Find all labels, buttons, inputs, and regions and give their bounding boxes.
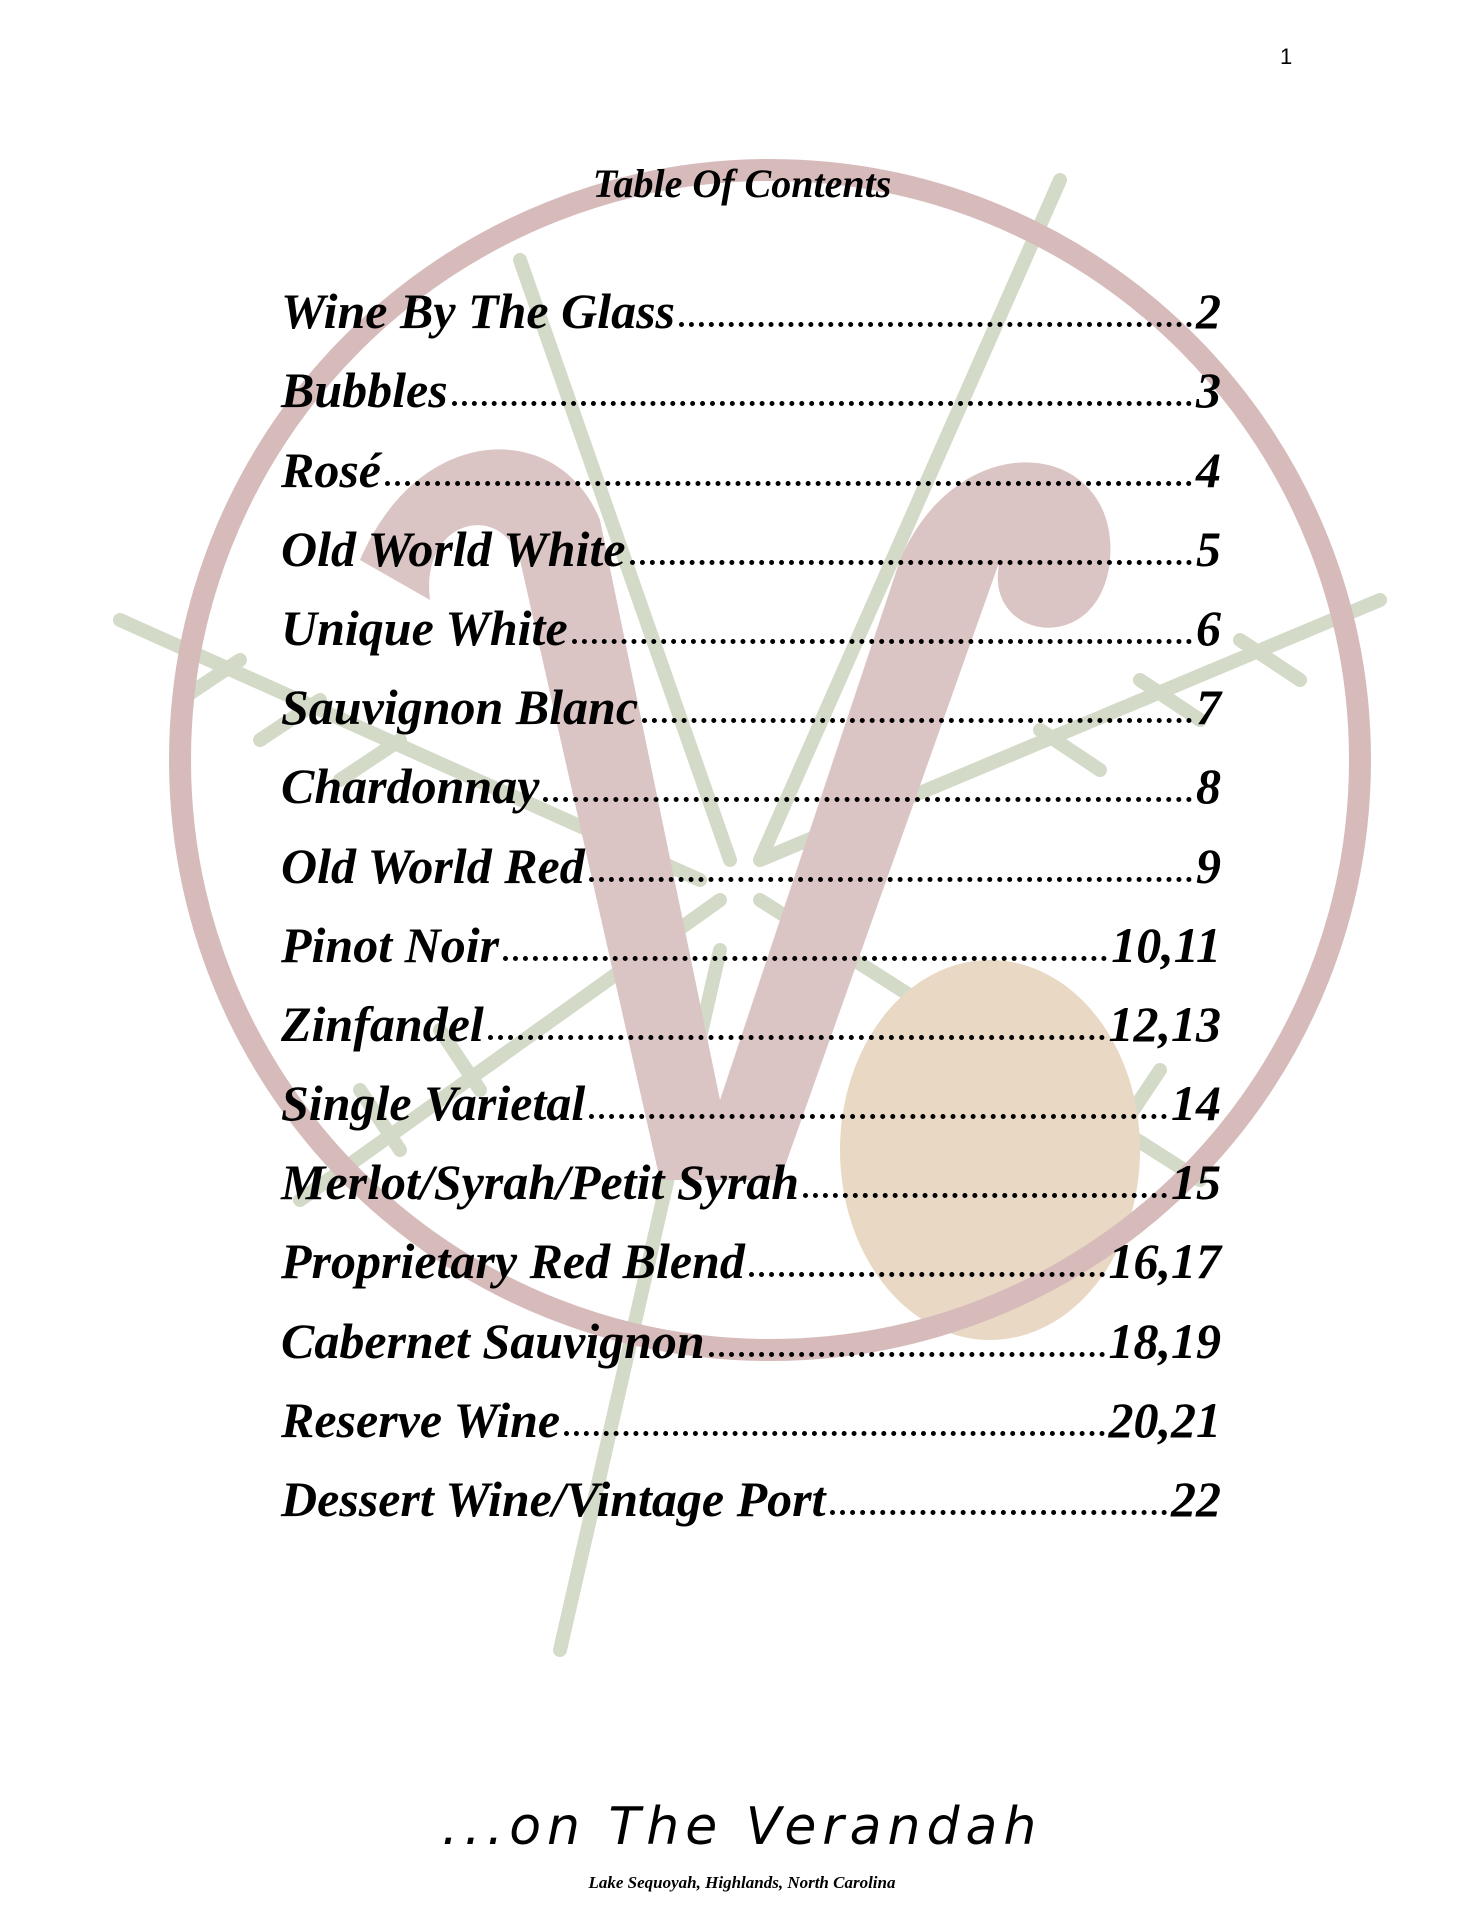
table-of-contents: Wine By The Glass 2 Bubbles 3 Rosé 4 Old World…	[281, 262, 1221, 1529]
toc-entry-page: 22	[1171, 1471, 1221, 1527]
dot-leader	[564, 1430, 1105, 1436]
toc-entry-page: 14	[1171, 1075, 1221, 1132]
toc-entry-label: Cabernet Sauvignon	[281, 1312, 705, 1369]
toc-entry[interactable]: Chardonnay 8	[281, 737, 1221, 816]
toc-entry-label: Pinot Noir	[281, 916, 500, 973]
dot-leader	[543, 797, 1192, 803]
toc-entry-page: 18,19	[1108, 1312, 1222, 1369]
toc-entry[interactable]: Wine By The Glass 2	[281, 262, 1221, 341]
toc-entry-label: Proprietary Red Blend	[281, 1233, 745, 1290]
toc-entry[interactable]: Old World White 5	[281, 500, 1221, 579]
toc-entry[interactable]: Merlot/Syrah/Petit Syrah 15	[281, 1133, 1221, 1212]
toc-entry-label: Zinfandel	[281, 995, 484, 1052]
toc-entry-label: Wine By The Glass	[281, 283, 675, 340]
toc-entry-page: 2	[1196, 283, 1221, 340]
dot-leader	[642, 718, 1192, 724]
toc-entry-page: 16,17	[1108, 1233, 1222, 1290]
toc-entry-page: 5	[1196, 520, 1221, 577]
toc-entry[interactable]: Dessert Wine/Vintage Port 22	[281, 1450, 1221, 1529]
toc-entry-label: Chardonnay	[281, 758, 540, 815]
toc-entry-page: 8	[1196, 758, 1221, 815]
toc-entry[interactable]: Rosé 4	[281, 420, 1221, 499]
toc-entry-label: Merlot/Syrah/Petit Syrah	[281, 1154, 800, 1211]
footer-brand-logo: ...on The Verandah	[441, 1797, 1043, 1857]
footer-location: Lake Sequoyah, Highlands, North Carolina	[588, 1873, 896, 1892]
toc-entry-page: 4	[1196, 441, 1221, 498]
toc-entry-label: Sauvignon Blanc	[281, 679, 639, 736]
toc-entry-page: 15	[1171, 1154, 1221, 1211]
toc-entry-label: Bubbles	[281, 362, 448, 419]
toc-entry[interactable]: Pinot Noir 10,11	[281, 896, 1221, 975]
toc-entry[interactable]: Sauvignon Blanc 7	[281, 658, 1221, 737]
toc-entry[interactable]: Unique White 6	[281, 579, 1221, 658]
toc-entry-page: 10,11	[1111, 916, 1221, 973]
toc-entry-label: Reserve Wine	[281, 1391, 561, 1448]
toc-entry-page: 7	[1196, 679, 1221, 736]
toc-entry[interactable]: Single Varietal 14	[281, 1054, 1221, 1133]
dot-leader	[451, 401, 1192, 407]
page-title: Table Of Contents	[592, 161, 892, 206]
toc-entry-label: Dessert Wine/Vintage Port	[281, 1471, 826, 1527]
dot-leader	[708, 1351, 1105, 1357]
toc-entry-page: 3	[1196, 362, 1221, 419]
dot-leader	[589, 1114, 1167, 1120]
page-number: 1	[1280, 44, 1293, 69]
toc-entry[interactable]: Proprietary Red Blend 16,17	[281, 1212, 1221, 1291]
dot-leader	[487, 1034, 1105, 1040]
dot-leader	[803, 1193, 1167, 1199]
toc-entry-label: Rosé	[281, 441, 381, 498]
dot-leader	[571, 638, 1192, 644]
toc-entry[interactable]: Reserve Wine 20,21	[281, 1371, 1221, 1450]
dot-leader	[629, 559, 1192, 565]
dot-leader	[588, 876, 1192, 882]
dot-leader	[385, 480, 1192, 486]
toc-entry[interactable]: Bubbles 3	[281, 341, 1221, 420]
toc-entry-page: 9	[1196, 837, 1221, 894]
dot-leader	[679, 322, 1192, 328]
toc-entry-label: Old World Red	[281, 837, 585, 894]
toc-entry-page: 20,21	[1108, 1391, 1222, 1448]
toc-entry-label: Old World White	[281, 520, 626, 577]
dot-leader	[748, 1272, 1105, 1278]
dot-leader	[829, 1510, 1167, 1515]
toc-entry-page: 12,13	[1108, 995, 1222, 1052]
toc-entry[interactable]: Zinfandel 12,13	[281, 975, 1221, 1054]
toc-entry[interactable]: Old World Red 9	[281, 816, 1221, 895]
toc-entry-label: Unique White	[281, 599, 568, 656]
dot-leader	[503, 955, 1108, 961]
toc-entry[interactable]: Cabernet Sauvignon 18,19	[281, 1291, 1221, 1370]
toc-entry-page: 6	[1196, 599, 1221, 656]
toc-entry-label: Single Varietal	[281, 1075, 586, 1132]
